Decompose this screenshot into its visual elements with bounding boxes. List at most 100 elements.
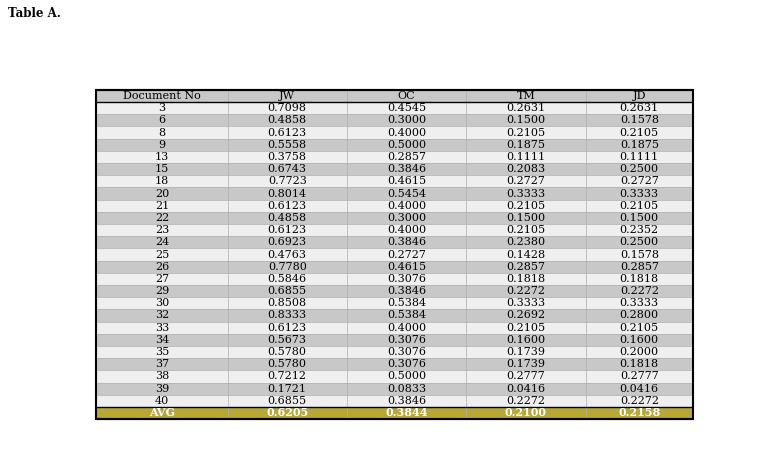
Bar [228,273,346,285]
Text: JD: JD [632,91,646,101]
Text: 0.3846: 0.3846 [387,396,426,406]
Bar [467,358,586,370]
Text: 0.3076: 0.3076 [387,335,426,345]
Text: 0.2105: 0.2105 [507,201,545,211]
Text: 0.2857: 0.2857 [507,262,545,272]
Text: 0.1875: 0.1875 [620,140,659,150]
Text: 0.1500: 0.1500 [620,213,659,223]
Text: 0.6855: 0.6855 [268,396,306,406]
Bar [346,261,467,273]
Text: 3: 3 [159,103,166,113]
Bar [467,322,586,334]
Text: 0.2631: 0.2631 [620,103,659,113]
Text: 0.2857: 0.2857 [620,262,659,272]
Text: 0.2272: 0.2272 [620,286,659,296]
Text: 0.6123: 0.6123 [268,201,306,211]
Bar [586,322,693,334]
Bar [96,163,228,175]
Text: 0.5454: 0.5454 [387,189,426,199]
Text: 0.4000: 0.4000 [387,128,426,138]
Text: 0.0833: 0.0833 [387,384,426,394]
Text: 0.3000: 0.3000 [387,115,426,125]
Bar [586,188,693,199]
Bar [586,224,693,236]
Text: 0.2000: 0.2000 [620,347,659,357]
Bar [96,236,228,248]
Text: 0.3758: 0.3758 [268,152,306,162]
Text: 0.2100: 0.2100 [505,408,547,418]
Bar [586,114,693,126]
Bar [228,139,346,151]
Bar [228,102,346,114]
Bar [467,236,586,248]
Bar [228,188,346,199]
Bar [228,322,346,334]
Bar [228,370,346,382]
Bar [467,163,586,175]
Bar [467,200,586,212]
Text: 0.2352: 0.2352 [620,225,659,235]
Text: 0.6205: 0.6205 [266,408,308,418]
Text: 0.1818: 0.1818 [507,274,545,284]
Bar [467,261,586,273]
Bar [346,102,467,114]
Bar [467,273,586,285]
Bar [467,224,586,236]
Bar [467,175,586,188]
Bar [96,102,228,114]
Text: AVG: AVG [149,408,175,418]
Bar [96,297,228,309]
Bar [586,334,693,346]
Bar [96,382,228,395]
Text: 0.2692: 0.2692 [507,311,545,321]
Text: 0.3076: 0.3076 [387,274,426,284]
Text: 29: 29 [155,286,169,296]
Bar [467,151,586,163]
Text: 0.1500: 0.1500 [507,115,545,125]
Bar [467,126,586,139]
Text: 32: 32 [155,311,169,321]
Text: 0.2857: 0.2857 [387,152,426,162]
Text: 0.6123: 0.6123 [268,128,306,138]
Text: 0.3333: 0.3333 [507,298,545,308]
Text: 0.2105: 0.2105 [620,201,659,211]
Text: 0.2727: 0.2727 [620,176,658,186]
Text: 0.3076: 0.3076 [387,347,426,357]
Text: 0.1578: 0.1578 [620,115,659,125]
Text: 0.1428: 0.1428 [507,249,545,259]
Bar [228,309,346,322]
Text: 0.2083: 0.2083 [507,164,545,174]
Text: 0.2105: 0.2105 [507,225,545,235]
Bar [96,212,228,224]
Text: 0.8014: 0.8014 [268,189,306,199]
Text: 0.4858: 0.4858 [268,213,306,223]
Bar [228,297,346,309]
Bar [96,151,228,163]
Text: Table A.: Table A. [8,7,61,20]
Text: 26: 26 [155,262,169,272]
Text: 0.2105: 0.2105 [507,128,545,138]
Bar [228,224,346,236]
Bar [346,126,467,139]
Text: 0.5000: 0.5000 [387,371,426,381]
Text: 0.2272: 0.2272 [507,396,545,406]
Text: 0.4545: 0.4545 [387,103,426,113]
Bar [96,395,228,407]
Text: 0.3333: 0.3333 [507,189,545,199]
Bar [346,151,467,163]
Bar [228,151,346,163]
Text: 0.6855: 0.6855 [268,286,306,296]
Bar [586,175,693,188]
Bar [96,334,228,346]
Bar [467,297,586,309]
Text: 0.2272: 0.2272 [620,396,659,406]
Text: 0.1578: 0.1578 [620,249,659,259]
Text: OC: OC [398,91,415,101]
Bar [346,114,467,126]
Bar [228,163,346,175]
Bar [586,382,693,395]
Bar [228,358,346,370]
Text: 0.0416: 0.0416 [507,384,545,394]
Text: 0.5673: 0.5673 [268,335,306,345]
Text: 23: 23 [155,225,169,235]
